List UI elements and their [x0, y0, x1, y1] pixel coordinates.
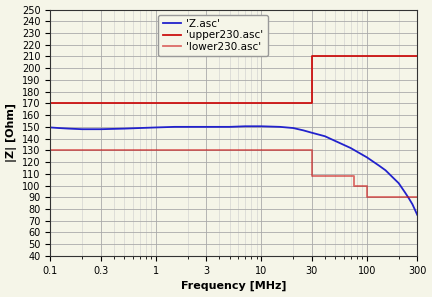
'Z.asc'	[291, 126, 296, 130]
'lower230.asc'	[48, 148, 53, 152]
'Z.asc'	[185, 125, 190, 129]
'Z.asc'	[153, 126, 159, 129]
'Z.asc'	[309, 131, 314, 135]
'Z.asc'	[98, 127, 103, 131]
'Z.asc'	[407, 197, 412, 200]
'Z.asc'	[259, 124, 264, 128]
Y-axis label: |Z| [Ohm]: |Z| [Ohm]	[6, 103, 16, 162]
'Z.asc'	[203, 125, 209, 129]
'Z.asc'	[67, 127, 72, 130]
'Z.asc'	[301, 129, 306, 132]
'Z.asc'	[121, 127, 127, 130]
'Z.asc'	[391, 177, 397, 180]
'Z.asc'	[242, 124, 248, 128]
'Z.asc'	[79, 127, 85, 131]
'lower230.asc'	[351, 174, 356, 178]
'Z.asc'	[56, 126, 61, 130]
'lower230.asc'	[309, 174, 314, 178]
'Z.asc'	[227, 125, 232, 129]
'Z.asc'	[415, 213, 420, 217]
'Z.asc'	[348, 146, 353, 150]
'Z.asc'	[48, 126, 53, 129]
'Z.asc'	[396, 181, 401, 185]
'Z.asc'	[172, 125, 177, 129]
'lower230.asc'	[415, 195, 420, 199]
'upper230.asc'	[309, 102, 314, 105]
'Z.asc'	[376, 164, 381, 167]
'lower230.asc'	[364, 184, 369, 187]
'upper230.asc'	[309, 55, 314, 58]
X-axis label: Frequency [MHz]: Frequency [MHz]	[181, 281, 286, 291]
'Z.asc'	[383, 168, 388, 172]
'Z.asc'	[333, 139, 338, 143]
'lower230.asc'	[351, 184, 356, 187]
Line: 'lower230.asc': 'lower230.asc'	[51, 150, 417, 197]
'Z.asc'	[322, 135, 327, 138]
'Z.asc'	[137, 126, 142, 130]
'upper230.asc'	[415, 55, 420, 58]
Line: 'upper230.asc': 'upper230.asc'	[51, 56, 417, 103]
'lower230.asc'	[364, 195, 369, 199]
'Z.asc'	[277, 125, 283, 129]
'Z.asc'	[364, 156, 369, 159]
'Z.asc'	[217, 125, 222, 129]
'upper230.asc'	[48, 102, 53, 105]
Legend: 'Z.asc', 'upper230.asc', 'lower230.asc': 'Z.asc', 'upper230.asc', 'lower230.asc'	[159, 15, 268, 56]
'Z.asc'	[403, 191, 408, 194]
'Z.asc'	[410, 203, 415, 206]
Line: 'Z.asc': 'Z.asc'	[51, 126, 417, 215]
'lower230.asc'	[309, 148, 314, 152]
